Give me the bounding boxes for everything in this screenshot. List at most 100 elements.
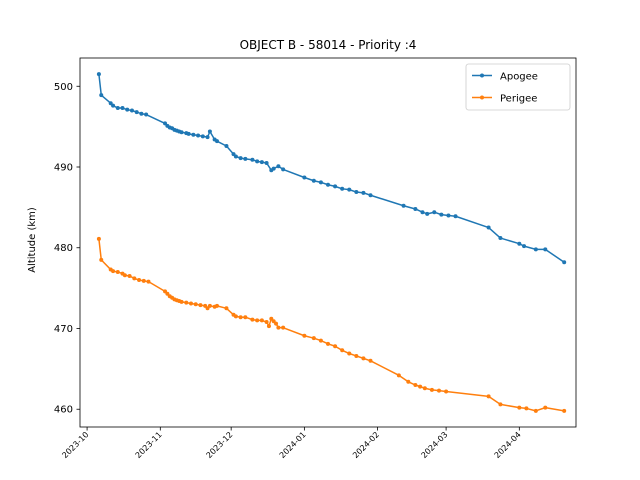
apogee-data-point [533, 247, 538, 252]
apogee-data-point [276, 164, 281, 169]
perigee-data-point [146, 279, 151, 284]
perigee-data-point [354, 353, 359, 358]
perigee-data-point [96, 236, 101, 241]
apogee-data-point [361, 190, 366, 195]
perigee-data-point [281, 325, 286, 330]
apogee-data-point [281, 167, 286, 172]
perigee-legend-marker [480, 95, 484, 100]
apogee-data-point [96, 72, 101, 77]
perigee-data-point [193, 302, 198, 307]
perigee-data-point [243, 315, 248, 320]
perigee-data-point [224, 306, 229, 311]
apogee-data-point [522, 244, 527, 249]
perigee-data-point [333, 344, 338, 349]
apogee-data-point [111, 103, 116, 108]
apogee-data-point [498, 236, 503, 241]
perigee-data-point [418, 384, 423, 389]
apogee-data-point [432, 210, 437, 215]
apogee-data-point [134, 110, 139, 115]
apogee-data-point [311, 178, 316, 183]
perigee-data-point [207, 303, 212, 308]
perigee-data-point [259, 318, 264, 323]
perigee-data-point [255, 318, 260, 323]
perigee-data-point [122, 273, 127, 278]
perigee-data-point [111, 269, 116, 274]
perigee-data-point [132, 276, 137, 281]
apogee-data-point [205, 135, 210, 140]
apogee-data-point [453, 214, 458, 219]
perigee-data-point [396, 373, 401, 378]
apogee-data-point [255, 159, 260, 164]
chart-title: OBJECT B - 58014 - Priority :4 [240, 38, 417, 52]
apogee-data-point [486, 225, 491, 230]
apogee-data-point [238, 156, 243, 161]
perigee-data-point [347, 351, 352, 356]
apogee-data-point [264, 160, 269, 165]
perigee-data-point [517, 405, 522, 410]
apogee-data-point [420, 210, 425, 215]
apogee-data-point [191, 132, 196, 137]
apogee-data-point [125, 107, 130, 112]
apogee-legend-marker [480, 73, 484, 78]
perigee-data-point [524, 406, 529, 411]
apogee-data-point [224, 144, 229, 149]
apogee-data-point [318, 180, 323, 185]
perigee-data-point [533, 408, 538, 413]
apogee-data-point [115, 106, 120, 111]
apogee-data-point [517, 241, 522, 246]
apogee-data-point [99, 93, 104, 98]
perigee-data-point [422, 386, 427, 391]
apogee-data-point [233, 154, 238, 159]
perigee-data-point [189, 301, 194, 306]
perigee-data-point [361, 356, 366, 361]
apogee-data-point [207, 129, 212, 134]
apogee-data-point [326, 182, 330, 187]
apogee-data-point [120, 106, 125, 111]
apogee-data-point [354, 190, 359, 195]
perigee-data-point [137, 278, 142, 283]
y-tick-label: 470 [54, 324, 73, 335]
perigee-data-point [413, 383, 418, 388]
y-axis-label: Altitude (km) [27, 207, 38, 273]
apogee-data-point [214, 139, 219, 144]
apogee-data-point [562, 260, 567, 265]
perigee-data-point [233, 314, 238, 319]
perigee-data-point [250, 317, 255, 322]
apogee-data-point [129, 108, 134, 113]
perigee-data-point [498, 402, 503, 407]
apogee-data-point [333, 184, 338, 189]
apogee-data-point [413, 206, 418, 211]
perigee-data-point [184, 300, 189, 305]
perigee-data-point [302, 333, 307, 338]
y-tick-label: 490 [54, 163, 73, 174]
apogee-data-point [446, 213, 451, 218]
perigee-data-point [543, 405, 548, 410]
y-tick-label: 460 [54, 405, 73, 416]
legend: Apogee Perigee [465, 63, 571, 111]
perigee-data-point [99, 257, 104, 262]
perigee-data-point [311, 336, 316, 341]
apogee-legend-label: Apogee [500, 72, 538, 83]
perigee-data-point [238, 315, 243, 320]
y-tick-label: 480 [54, 243, 73, 254]
apogee-data-point [186, 131, 191, 136]
perigee-data-point [562, 408, 567, 413]
y-tick-label: 500 [54, 82, 73, 93]
perigee-data-point [127, 274, 132, 279]
perigee-legend-label: Perigee [500, 94, 537, 105]
perigee-data-point [141, 278, 146, 283]
apogee-data-point [302, 175, 307, 180]
axes-frame [79, 57, 577, 428]
perigee-data-point [264, 320, 269, 325]
perigee-data-point [368, 358, 373, 363]
apogee-data-point [200, 134, 205, 139]
apogee-data-point [243, 156, 248, 161]
apogee-data-point [259, 160, 264, 165]
apogee-data-point [196, 133, 201, 138]
perigee-data-point [486, 394, 491, 399]
perigee-data-point [326, 341, 330, 346]
apogee-data-point [250, 157, 255, 162]
perigee-data-point [276, 325, 281, 330]
perigee-data-point [115, 269, 120, 274]
